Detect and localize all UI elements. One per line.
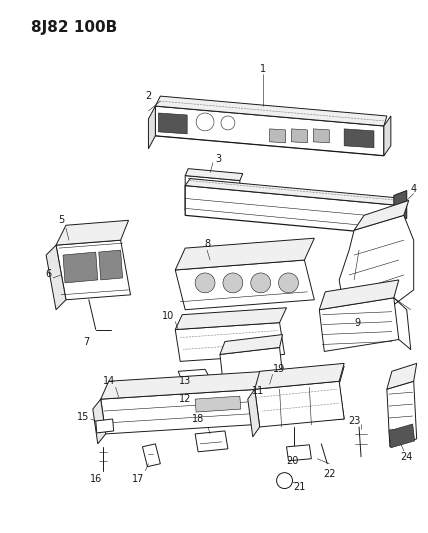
Polygon shape <box>387 364 417 389</box>
Text: 5: 5 <box>58 215 64 225</box>
Text: 19: 19 <box>273 365 286 374</box>
Polygon shape <box>155 96 387 126</box>
Text: 23: 23 <box>348 416 360 426</box>
Text: 17: 17 <box>132 474 145 483</box>
Polygon shape <box>175 238 314 270</box>
Circle shape <box>279 273 298 293</box>
Polygon shape <box>101 384 344 434</box>
Polygon shape <box>344 129 374 148</box>
Text: 16: 16 <box>89 474 102 483</box>
Polygon shape <box>389 424 415 448</box>
Polygon shape <box>220 348 282 381</box>
Circle shape <box>223 273 243 293</box>
Polygon shape <box>185 175 240 215</box>
Polygon shape <box>248 389 260 437</box>
Text: 6: 6 <box>45 269 51 279</box>
Text: 1: 1 <box>260 64 266 74</box>
Polygon shape <box>220 335 282 354</box>
Text: 11: 11 <box>252 386 264 396</box>
Polygon shape <box>195 431 228 452</box>
Polygon shape <box>255 364 344 389</box>
Polygon shape <box>99 250 122 280</box>
Polygon shape <box>339 215 414 310</box>
Text: 18: 18 <box>192 414 204 424</box>
Polygon shape <box>384 116 391 156</box>
Polygon shape <box>387 381 417 447</box>
Circle shape <box>221 116 235 130</box>
Text: 13: 13 <box>179 376 191 386</box>
Circle shape <box>195 273 215 293</box>
Polygon shape <box>63 252 98 283</box>
Text: 22: 22 <box>323 469 336 479</box>
Polygon shape <box>195 396 241 412</box>
Polygon shape <box>291 129 307 143</box>
Polygon shape <box>255 381 344 427</box>
Text: 12: 12 <box>179 394 191 404</box>
Polygon shape <box>394 190 407 225</box>
Polygon shape <box>175 322 285 361</box>
Polygon shape <box>175 260 314 310</box>
Polygon shape <box>143 444 160 467</box>
Polygon shape <box>46 245 66 310</box>
Polygon shape <box>185 185 399 235</box>
Polygon shape <box>185 168 243 181</box>
Polygon shape <box>101 366 344 399</box>
Polygon shape <box>319 298 399 351</box>
Polygon shape <box>185 179 404 205</box>
Text: 21: 21 <box>293 481 306 491</box>
Text: 24: 24 <box>401 452 413 462</box>
Polygon shape <box>158 113 187 134</box>
Polygon shape <box>286 445 311 461</box>
Text: 4: 4 <box>410 183 417 193</box>
Circle shape <box>251 273 270 293</box>
Polygon shape <box>56 220 128 245</box>
Text: 3: 3 <box>215 154 221 164</box>
Text: 15: 15 <box>77 412 89 422</box>
Polygon shape <box>155 106 384 156</box>
Polygon shape <box>178 369 215 389</box>
Polygon shape <box>270 129 285 143</box>
Text: 10: 10 <box>162 311 175 321</box>
Text: 8J82 100B: 8J82 100B <box>31 20 117 35</box>
Polygon shape <box>93 399 106 444</box>
Text: 14: 14 <box>103 376 115 386</box>
Circle shape <box>196 113 214 131</box>
Polygon shape <box>149 106 155 149</box>
Polygon shape <box>319 280 399 310</box>
Polygon shape <box>175 308 286 329</box>
Text: 7: 7 <box>83 336 89 346</box>
Polygon shape <box>354 200 409 230</box>
Polygon shape <box>96 419 114 433</box>
Text: 8: 8 <box>204 239 210 249</box>
Circle shape <box>276 473 292 489</box>
Polygon shape <box>313 129 329 143</box>
Polygon shape <box>195 383 235 408</box>
Polygon shape <box>56 240 131 300</box>
Text: 20: 20 <box>286 456 299 466</box>
Text: 2: 2 <box>145 91 152 101</box>
Text: 9: 9 <box>354 318 360 328</box>
